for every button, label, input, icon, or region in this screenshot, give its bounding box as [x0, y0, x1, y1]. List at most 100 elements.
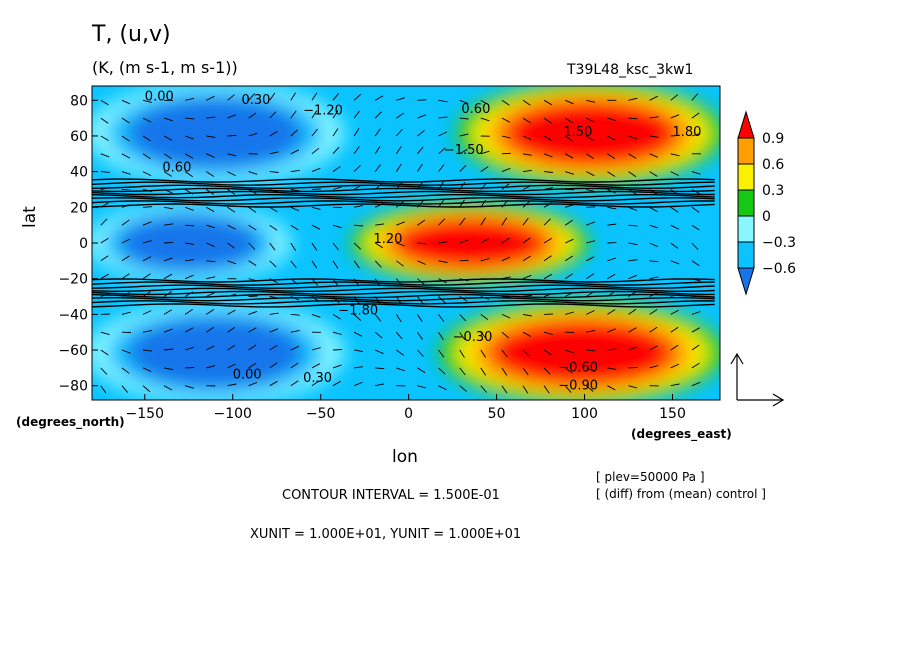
wind-vector: [227, 260, 237, 265]
wind-vector: [227, 114, 236, 119]
wind-vector: [459, 349, 465, 358]
wind-vector: [586, 135, 595, 142]
wind-vector: [227, 242, 235, 249]
wind-vector: [100, 237, 109, 244]
wind-vector: [501, 276, 511, 280]
wind-vector: [332, 260, 339, 269]
wind-vector: [374, 183, 383, 190]
wind-vector: [163, 171, 172, 177]
wind-vector: [163, 135, 173, 141]
wind-vector: [269, 296, 279, 299]
wind-vector: [438, 260, 448, 263]
wind-vector: [480, 182, 488, 190]
wind-vector: [290, 149, 300, 155]
wind-vector: [185, 224, 195, 227]
wind-vector: [100, 331, 110, 336]
wind-vector: [163, 189, 173, 194]
wind-vector: [586, 99, 596, 103]
wind-vector: [142, 349, 153, 352]
colorbar-cap-top: [737, 110, 755, 139]
wind-vector: [163, 257, 173, 262]
wind-vector: [670, 94, 678, 101]
wind-vector: [628, 259, 638, 262]
wind-vector: [417, 146, 424, 155]
ref-vector-y-head: [730, 352, 744, 365]
wind-vector: [522, 99, 531, 106]
reference-vector: [730, 352, 785, 407]
wind-vector: [586, 310, 595, 315]
wind-vector: [375, 223, 385, 226]
jet-band-line: [92, 284, 715, 289]
wind-vector: [522, 185, 532, 190]
wind-vector: [100, 218, 108, 226]
wind-vector: [206, 242, 215, 248]
wind-vector: [438, 331, 444, 341]
wind-vector: [501, 296, 511, 298]
wind-vector: [311, 260, 318, 269]
wind-vector: [164, 348, 174, 351]
x-tick-label: −150: [126, 406, 164, 422]
colorbar-segment: [737, 241, 755, 269]
wind-vector: [522, 385, 529, 394]
wind-vector: [142, 385, 151, 392]
wind-vector: [142, 240, 152, 244]
jet-band-line: [92, 190, 715, 196]
jet-band-line: [92, 278, 715, 283]
wind-vector: [248, 344, 257, 351]
wind-vector: [269, 92, 276, 101]
wind-vector: [395, 182, 403, 190]
wind-vector: [354, 349, 364, 353]
wind-vector: [269, 260, 277, 268]
wind-vector: [501, 385, 508, 394]
plev-note: [ plev=50000 Pa ]: [596, 470, 705, 484]
wind-vector: [649, 276, 659, 280]
wind-vector: [185, 385, 195, 389]
wind-vector: [164, 206, 174, 210]
wind-vector: [438, 314, 445, 322]
wind-vector: [628, 242, 638, 246]
wind-vector: [459, 239, 469, 244]
wind-vector: [691, 171, 701, 175]
wind-vector: [522, 135, 532, 141]
wind-vector: [311, 206, 321, 210]
wind-vector: [396, 242, 405, 247]
colorbar-label: 0.9: [762, 131, 784, 147]
wind-vector: [206, 365, 216, 369]
wind-vector: [417, 260, 426, 265]
wind-vector: [501, 349, 508, 358]
contour-label: −0.30: [453, 330, 493, 345]
wind-vector: [185, 259, 195, 262]
wind-vector: [628, 117, 638, 120]
contour-label: 0.00: [233, 368, 262, 383]
wind-vector: [227, 326, 236, 333]
wind-vector: [332, 110, 339, 119]
wind-vector: [374, 128, 381, 137]
wind-vector: [522, 237, 531, 244]
wind-vector: [395, 146, 402, 155]
wind-vector: [227, 309, 236, 315]
wind-vector: [248, 206, 257, 213]
wind-vector: [206, 95, 215, 101]
wind-vector: [332, 349, 343, 351]
wind-vector: [290, 189, 300, 192]
wind-vector: [206, 326, 215, 333]
wind-vector: [206, 309, 215, 315]
x-tick-label: 150: [659, 406, 686, 422]
wind-vector: [100, 153, 110, 158]
x-tick-label: −100: [214, 406, 252, 422]
x-axis-unit: (degrees_east): [631, 427, 732, 441]
wind-vector: [691, 278, 701, 282]
wind-vector: [628, 171, 637, 178]
wind-vector: [607, 135, 616, 141]
wind-vector: [184, 291, 194, 297]
wind-vector: [670, 224, 679, 230]
wind-vector: [332, 380, 342, 387]
jet-band-line: [92, 290, 715, 296]
wind-vector: [269, 278, 278, 284]
wind-vector: [649, 153, 659, 158]
wind-vector: [607, 367, 617, 370]
wind-vector: [628, 327, 637, 333]
wind-vector: [438, 199, 445, 208]
wind-vector: [607, 348, 617, 351]
